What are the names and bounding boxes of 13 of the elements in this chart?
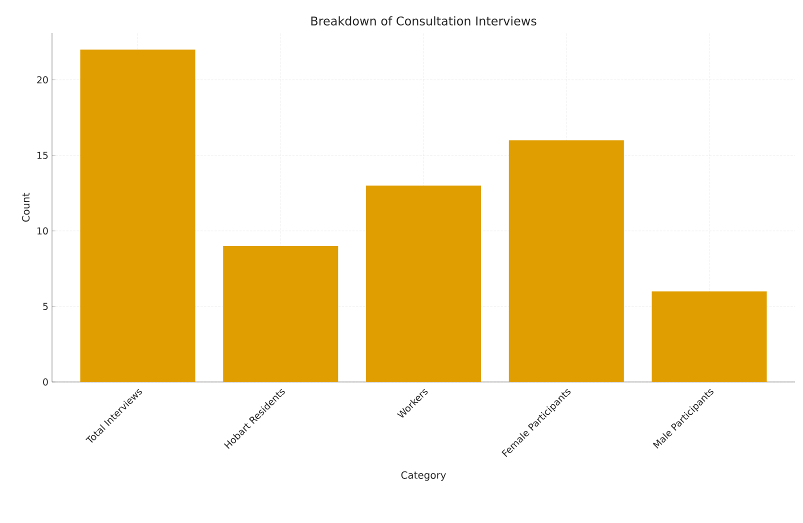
y-axis-title: Count — [22, 192, 30, 222]
y-tick-label: 15 — [37, 152, 48, 159]
chart-title: Breakdown of Consultation Interviews — [311, 16, 536, 26]
y-tick-label: 5 — [43, 302, 48, 310]
bar — [223, 246, 338, 382]
bar — [652, 291, 767, 382]
y-tick-label: 20 — [37, 76, 48, 84]
bar — [80, 50, 196, 382]
y-tick-label: 0 — [43, 378, 48, 386]
y-tick-label: 10 — [37, 227, 48, 234]
bar — [508, 140, 624, 382]
bar — [366, 186, 482, 382]
x-axis-title: Category — [401, 471, 446, 481]
